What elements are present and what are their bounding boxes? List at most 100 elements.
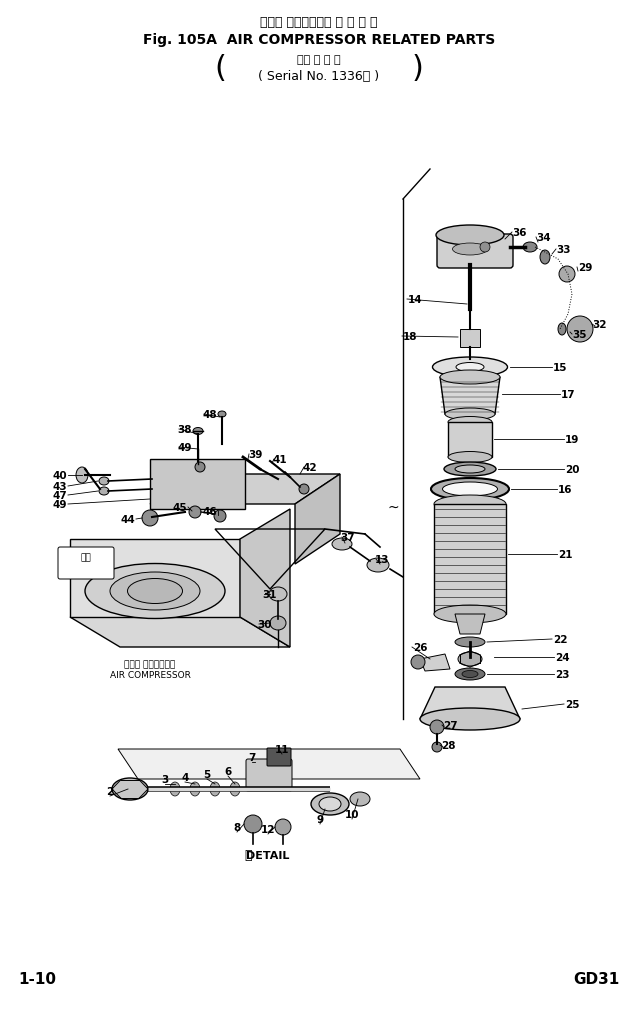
Ellipse shape <box>436 226 504 246</box>
Polygon shape <box>240 510 290 647</box>
Text: 39: 39 <box>248 449 262 460</box>
Bar <box>448 423 492 458</box>
Text: 38: 38 <box>178 425 192 434</box>
Ellipse shape <box>420 708 520 731</box>
Ellipse shape <box>230 783 240 796</box>
Circle shape <box>244 815 262 834</box>
Text: 1-10: 1-10 <box>18 971 56 986</box>
Bar <box>434 504 506 614</box>
Ellipse shape <box>448 452 492 463</box>
Text: 7: 7 <box>249 752 256 762</box>
Text: 15: 15 <box>553 363 567 373</box>
Text: 6: 6 <box>224 766 231 776</box>
Text: 19: 19 <box>565 434 579 444</box>
Text: 10: 10 <box>345 809 359 819</box>
Text: 11: 11 <box>275 744 289 754</box>
Circle shape <box>559 267 575 282</box>
Text: 40: 40 <box>52 471 67 481</box>
Circle shape <box>411 655 425 669</box>
Ellipse shape <box>367 558 389 573</box>
Ellipse shape <box>442 483 498 496</box>
Text: GD31: GD31 <box>574 971 620 986</box>
Text: 5: 5 <box>203 769 211 780</box>
Ellipse shape <box>332 538 352 550</box>
Ellipse shape <box>455 466 485 474</box>
Text: 49: 49 <box>178 442 192 452</box>
Text: 4: 4 <box>181 772 189 783</box>
Ellipse shape <box>455 637 485 647</box>
Ellipse shape <box>433 358 507 378</box>
Text: 48: 48 <box>203 410 217 420</box>
Circle shape <box>432 742 442 752</box>
Text: 37: 37 <box>341 533 355 542</box>
Text: 41: 41 <box>273 454 288 465</box>
Ellipse shape <box>440 371 500 384</box>
Text: Ⓒ: Ⓒ <box>244 849 252 862</box>
Ellipse shape <box>431 479 509 500</box>
Ellipse shape <box>445 409 495 421</box>
Text: 30: 30 <box>258 620 272 630</box>
FancyBboxPatch shape <box>246 759 292 791</box>
Ellipse shape <box>434 495 506 514</box>
Text: 33: 33 <box>557 245 571 255</box>
Text: 31: 31 <box>263 589 277 599</box>
Text: (: ( <box>214 53 226 83</box>
Text: 49: 49 <box>53 499 67 510</box>
Text: （適 用 号 機: （適 用 号 機 <box>297 55 341 65</box>
Text: エアー コンプレッサ 関 連 部 品: エアー コンプレッサ 関 連 部 品 <box>260 15 378 29</box>
Ellipse shape <box>76 468 88 484</box>
Text: エアー コンプレッサ: エアー コンプレッサ <box>125 660 176 668</box>
Polygon shape <box>70 539 240 618</box>
Text: 前方: 前方 <box>81 553 91 561</box>
Polygon shape <box>420 688 520 719</box>
Text: 3: 3 <box>162 774 169 785</box>
Text: AIR COMPRESSOR: AIR COMPRESSOR <box>109 669 190 679</box>
Text: 16: 16 <box>558 484 573 494</box>
FancyBboxPatch shape <box>437 234 513 269</box>
Ellipse shape <box>319 797 341 811</box>
Circle shape <box>275 819 291 836</box>
Ellipse shape <box>85 564 225 619</box>
Text: 12: 12 <box>261 824 275 835</box>
Text: 35: 35 <box>573 330 587 339</box>
Ellipse shape <box>218 412 226 418</box>
FancyBboxPatch shape <box>267 748 291 766</box>
Text: 44: 44 <box>121 515 135 525</box>
Ellipse shape <box>128 579 183 604</box>
Text: Fig. 105A  AIR COMPRESSOR RELATED PARTS: Fig. 105A AIR COMPRESSOR RELATED PARTS <box>143 33 495 47</box>
Text: 14: 14 <box>408 294 422 305</box>
Text: 26: 26 <box>413 642 427 652</box>
Ellipse shape <box>558 324 566 335</box>
Ellipse shape <box>112 779 148 800</box>
Text: 47: 47 <box>52 490 67 500</box>
Polygon shape <box>150 475 340 504</box>
Polygon shape <box>118 749 420 780</box>
Ellipse shape <box>540 251 550 265</box>
Circle shape <box>480 243 490 253</box>
Text: 9: 9 <box>316 814 323 824</box>
Ellipse shape <box>269 587 287 601</box>
Text: 36: 36 <box>512 228 527 237</box>
Circle shape <box>195 463 205 473</box>
Polygon shape <box>455 614 485 635</box>
Ellipse shape <box>210 783 220 796</box>
Text: 24: 24 <box>555 652 569 662</box>
Text: 28: 28 <box>441 740 455 750</box>
Text: 32: 32 <box>593 320 607 330</box>
Text: 21: 21 <box>558 549 573 559</box>
Bar <box>460 330 480 347</box>
Polygon shape <box>440 378 500 415</box>
Circle shape <box>214 511 226 523</box>
Text: 22: 22 <box>553 635 567 644</box>
Ellipse shape <box>190 783 200 796</box>
Ellipse shape <box>170 783 180 796</box>
Text: ( Serial No. 1336～ ): ( Serial No. 1336～ ) <box>258 69 380 83</box>
Ellipse shape <box>110 573 200 610</box>
Ellipse shape <box>462 671 478 678</box>
Text: 17: 17 <box>560 389 575 399</box>
Ellipse shape <box>99 478 109 485</box>
Text: 34: 34 <box>537 232 551 243</box>
Ellipse shape <box>270 616 286 631</box>
Ellipse shape <box>456 363 484 372</box>
Ellipse shape <box>452 244 488 256</box>
